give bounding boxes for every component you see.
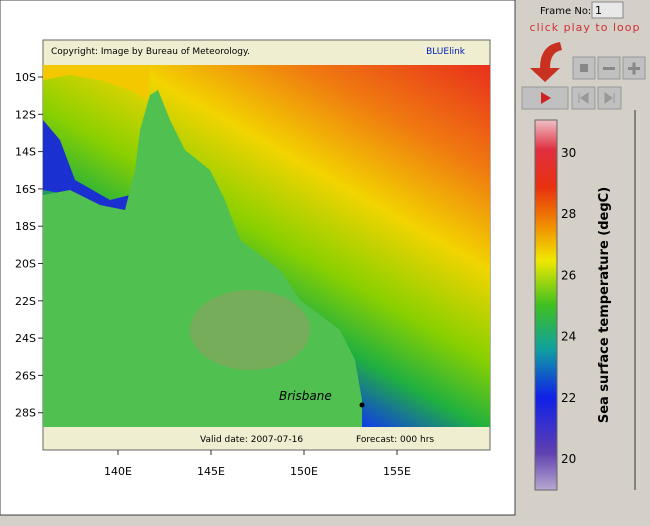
colorbar-tick-label: 30	[561, 146, 576, 160]
play-icon	[541, 92, 551, 104]
colorbar-label: Sea surface temperature (degC)	[597, 187, 612, 423]
colorbar-tick-label: 24	[561, 330, 576, 344]
lat-label: 26S	[15, 369, 36, 382]
prev-icon	[578, 92, 589, 104]
lon-label: 155E	[383, 465, 411, 478]
next-icon	[604, 92, 615, 104]
lat-label: 20S	[15, 258, 36, 271]
lat-label: 24S	[15, 332, 36, 345]
lat-label: 14S	[15, 146, 36, 159]
hint: click play to loop	[530, 21, 641, 34]
place-label: Brisbane	[279, 389, 332, 403]
frame-label: Frame No:	[540, 6, 591, 17]
valid-date: Valid date: 2007-07-16	[200, 435, 303, 445]
lat-label: 16S	[15, 183, 36, 196]
frame-input[interactable]	[591, 1, 624, 19]
lon-label: 140E	[104, 465, 132, 478]
lat-label: 22S	[15, 295, 36, 308]
minus-icon	[603, 67, 615, 70]
stop-icon	[580, 64, 588, 72]
gulf	[43, 65, 150, 100]
forecast: Forecast: 000 hrs	[356, 435, 434, 445]
colorbar-tick-label: 20	[561, 452, 576, 466]
lon-label: 150E	[290, 465, 318, 478]
lon-label: 145E	[197, 465, 225, 478]
copyright: Copyright: Image by Bureau of Meteorolog…	[51, 47, 250, 57]
lat-label: 18S	[15, 220, 36, 233]
lat-label: 10S	[15, 71, 36, 84]
frame-value: 1	[595, 4, 602, 17]
lat-label: 12S	[15, 108, 36, 121]
city-dot	[359, 402, 365, 408]
arrow	[530, 42, 562, 82]
colorbar-tick-label: 26	[561, 268, 576, 282]
brand: BLUElink	[426, 47, 466, 57]
plus-icon	[628, 62, 640, 75]
colorbar-tick-label: 22	[561, 391, 576, 405]
lat-label: 28S	[15, 407, 36, 420]
colorbar-tick-label: 28	[561, 207, 576, 221]
land-texture	[190, 290, 310, 370]
colorbar	[534, 119, 558, 491]
